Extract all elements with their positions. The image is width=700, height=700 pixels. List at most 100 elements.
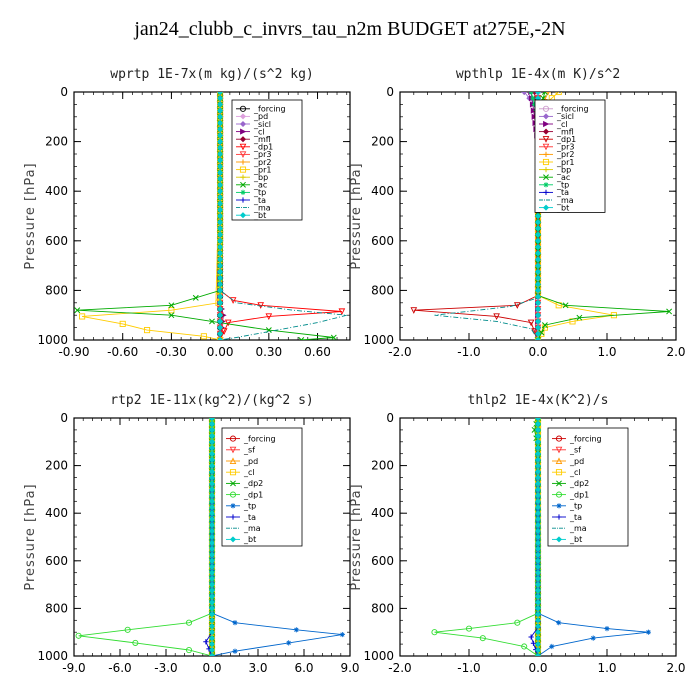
data-point	[168, 312, 175, 319]
data-point	[232, 620, 238, 626]
data-point	[208, 492, 216, 499]
data-point	[208, 623, 216, 630]
legend-marker	[555, 536, 563, 543]
legend-marker	[542, 158, 550, 166]
y-tick-label: 800	[371, 601, 394, 615]
x-tick-label: 0.0	[202, 661, 221, 675]
data-point	[339, 631, 345, 638]
data-point	[217, 144, 224, 151]
data-point	[217, 293, 224, 300]
data-point	[293, 627, 299, 633]
legend-marker	[556, 514, 562, 520]
data-point	[534, 557, 542, 564]
data-point	[208, 539, 216, 546]
data-point	[534, 418, 542, 422]
legend-marker	[240, 174, 246, 180]
data-point	[528, 634, 534, 640]
x-tick-label: -2.0	[388, 661, 411, 675]
data-point	[217, 113, 224, 120]
data-point	[514, 619, 521, 626]
data-point	[208, 629, 216, 636]
data-point	[534, 623, 542, 630]
legend-marker	[229, 446, 237, 454]
legend: _forcing _sf _pd _cl _dp2 _dp1 _tp _ta _ma _bt	[547, 427, 629, 547]
data-point	[192, 294, 199, 301]
legend-marker	[239, 143, 247, 151]
legend-marker	[240, 181, 246, 188]
data-point	[208, 426, 216, 433]
legend-label: _cl	[243, 468, 255, 477]
data-point	[217, 188, 224, 195]
data-point	[534, 438, 542, 445]
y-tick-label: 0	[60, 85, 68, 99]
legend-label: _bt	[569, 535, 582, 544]
legend-label: _pr2	[253, 158, 271, 167]
data-point	[534, 450, 542, 457]
data-point	[208, 647, 216, 654]
data-point	[590, 635, 596, 641]
data-point	[534, 212, 542, 220]
data-point	[217, 287, 224, 294]
y-tick-label: 800	[371, 283, 394, 297]
data-point	[541, 92, 548, 95]
data-point	[534, 92, 542, 96]
y-tick-label: 400	[45, 184, 68, 198]
legend-label: _pr2	[556, 150, 574, 159]
data-point	[208, 545, 216, 552]
legend-marker	[240, 159, 246, 165]
legend-label: _tp	[243, 502, 256, 511]
legend-label: _bt	[253, 211, 266, 220]
legend-label: _ac	[556, 173, 570, 182]
data-point	[217, 126, 224, 133]
y-axis-label: Pressure [hPa]	[23, 483, 38, 590]
data-point	[208, 581, 216, 588]
data-point	[534, 318, 542, 325]
data-point	[534, 486, 542, 493]
legend-label: _ac	[253, 181, 267, 190]
data-point	[217, 163, 224, 170]
y-tick-label: 800	[45, 601, 68, 615]
series-bt	[208, 418, 216, 656]
legend-label: _ma	[243, 524, 261, 533]
data-point	[534, 444, 542, 451]
data-point	[534, 599, 542, 606]
data-point	[208, 611, 216, 618]
data-point	[208, 420, 216, 427]
data-point	[556, 620, 562, 626]
panel-title: thlp2 1E-4x(K^2)/s	[468, 393, 609, 408]
data-point	[208, 563, 216, 570]
data-point	[534, 237, 542, 244]
data-point	[208, 418, 216, 422]
data-point	[208, 652, 216, 656]
data-point	[549, 643, 555, 650]
data-point	[534, 539, 542, 546]
legend-label: _cl	[569, 468, 581, 477]
x-tick-label: 6.0	[294, 661, 313, 675]
data-point	[534, 462, 542, 469]
y-tick-label: 200	[45, 459, 68, 473]
legend-label: _pr3	[556, 143, 574, 152]
legend-marker	[556, 480, 562, 487]
x-tick-label: -2.0	[388, 345, 411, 359]
data-point	[217, 262, 224, 269]
legend-label: _cl	[253, 127, 265, 136]
data-point	[645, 629, 651, 635]
data-point	[527, 319, 535, 327]
data-point	[534, 250, 542, 257]
data-point	[530, 95, 536, 101]
data-point	[208, 617, 216, 624]
data-point	[217, 324, 224, 331]
data-point	[208, 456, 216, 463]
data-point	[534, 551, 542, 558]
data-point	[208, 635, 216, 642]
legend-label: _forcing	[253, 105, 286, 114]
legend-label: _dp1	[243, 490, 263, 499]
legend-marker	[542, 136, 550, 143]
legend: _forcing _sf _pd _cl _dp2 _dp1 _tp _ta _ma _bt	[221, 427, 303, 547]
data-point	[431, 629, 438, 636]
data-point	[534, 617, 542, 624]
data-point	[217, 194, 224, 201]
data-point	[534, 647, 542, 654]
legend-label: _tp	[569, 502, 582, 511]
data-point	[534, 219, 542, 226]
